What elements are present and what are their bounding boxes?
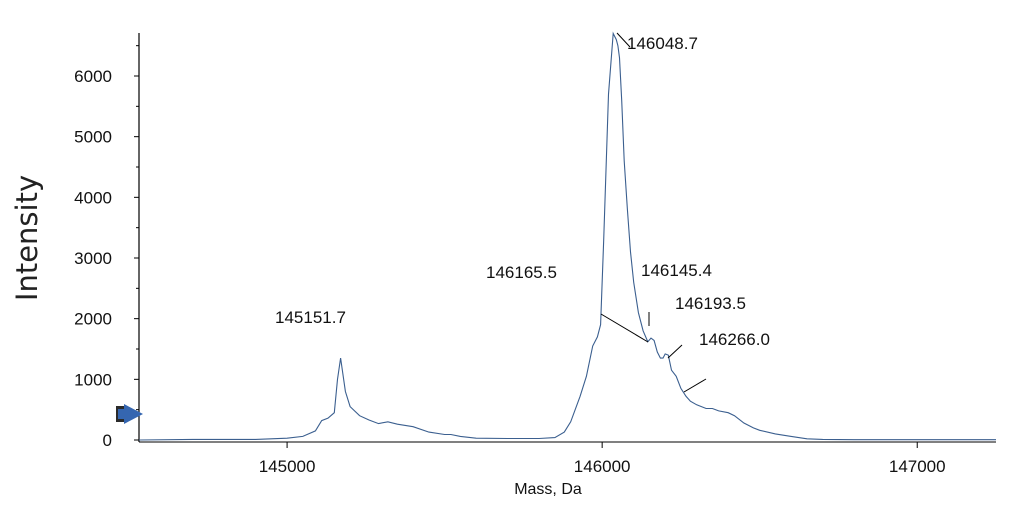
scroll-arrow-icon[interactable]: [116, 404, 143, 424]
peak-annotations: 145151.7 146048.7 146165.5 146145.4 146193.5…: [275, 32, 770, 393]
x-axis-label: Mass, Da: [514, 481, 582, 498]
peak-leader-line: [600, 313, 649, 343]
peak-leader-line: [616, 32, 631, 48]
peak-label: 146193.5: [675, 294, 746, 313]
peak-label: 146048.7: [627, 34, 698, 53]
peak-label: 146165.5: [486, 263, 557, 282]
x-tick-label: 145000: [259, 457, 316, 476]
y-tick-label: 1000: [74, 370, 112, 389]
spectrum-line: [138, 31, 996, 441]
y-tick-label: 6000: [74, 67, 112, 86]
x-ticks: 145000 146000 147000: [259, 442, 946, 476]
y-axis-label: Intensity: [10, 175, 44, 301]
peak-leader-line: [683, 378, 707, 393]
y-ticks: 0 1000 2000 3000 4000 5000 6000: [74, 45, 139, 450]
peak-label: 146266.0: [699, 330, 770, 349]
x-tick-label: 146000: [574, 457, 631, 476]
y-tick-label: 3000: [74, 249, 112, 268]
y-tick-label: 0: [103, 431, 112, 450]
x-tick-label: 147000: [889, 457, 946, 476]
peak-label: 146145.4: [641, 261, 712, 280]
peak-label: 145151.7: [275, 308, 346, 327]
y-tick-label: 5000: [74, 128, 112, 147]
y-tick-label: 2000: [74, 310, 112, 329]
y-tick-label: 4000: [74, 188, 112, 207]
peak-leader-line: [667, 344, 683, 359]
